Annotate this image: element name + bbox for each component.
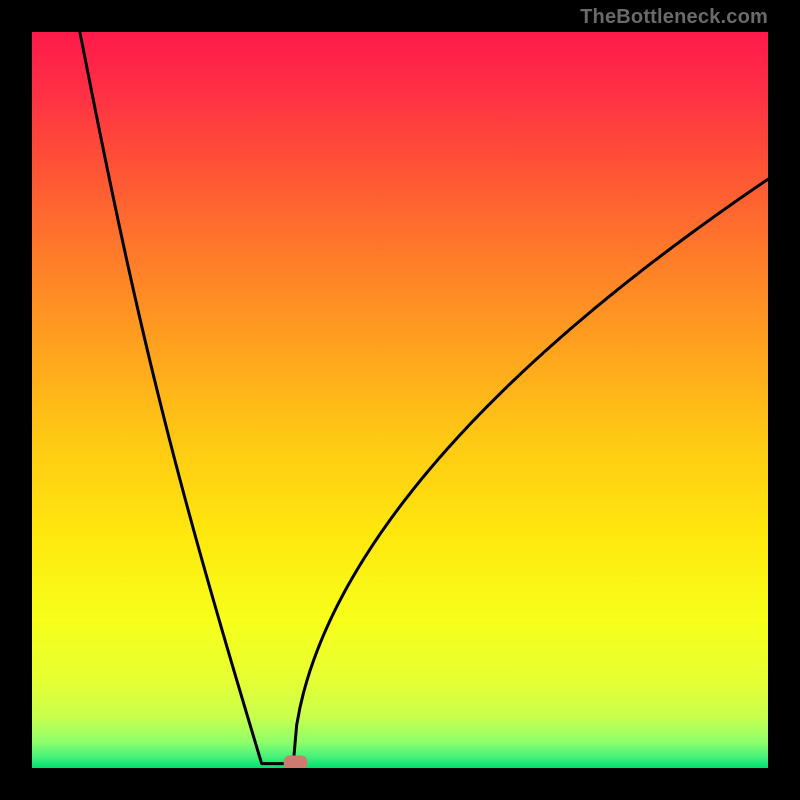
optimum-marker — [284, 755, 308, 768]
watermark-text: TheBottleneck.com — [580, 6, 768, 29]
chart-frame: TheBottleneck.com — [0, 0, 800, 800]
gradient-background — [32, 32, 768, 768]
plot-area — [32, 32, 768, 768]
bottleneck-curve-chart — [32, 32, 768, 768]
